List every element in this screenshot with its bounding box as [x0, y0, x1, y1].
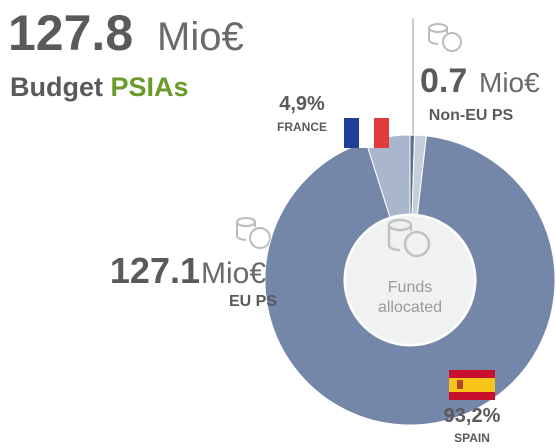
non-eu-label: Non-EU PS	[429, 107, 514, 124]
category-label: SPAIN	[454, 431, 490, 445]
budget-word: Budget	[10, 72, 103, 102]
center-label: Funds	[388, 279, 432, 296]
donut	[264, 134, 556, 426]
donut-center	[346, 216, 474, 344]
value-label: 93,2%	[444, 405, 501, 427]
donut-segment	[264, 135, 556, 426]
icons	[236, 23, 462, 249]
budget-label: Budget PSIAs	[10, 72, 189, 102]
category-label: FRANCE	[277, 120, 327, 134]
total-amount: 127.8	[8, 5, 133, 61]
center-label: allocated	[378, 299, 442, 316]
value-label: 4,9%	[279, 93, 325, 115]
psias-word: PSIAs	[111, 72, 189, 102]
non-eu-amount: 0.7	[420, 62, 467, 100]
eu-unit: Mio€	[201, 257, 266, 290]
total-unit: Mio€	[157, 15, 244, 59]
france-flag	[344, 118, 389, 148]
eu-label: EU PS	[229, 293, 277, 310]
non-eu-unit: Mio€	[479, 67, 540, 98]
center-icon	[387, 218, 431, 258]
eu-amount: 127.1	[110, 250, 200, 291]
spain-flag	[449, 370, 495, 400]
